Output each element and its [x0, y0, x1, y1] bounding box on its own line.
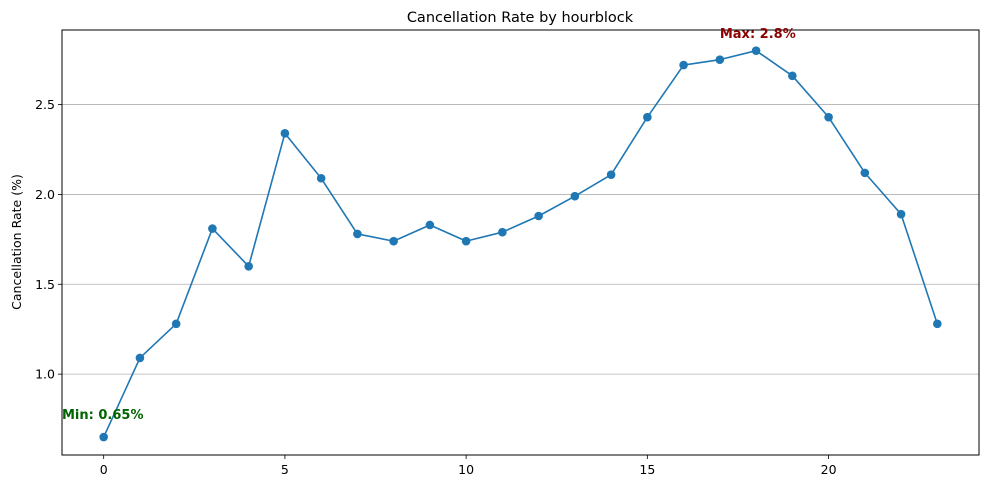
data-point — [208, 224, 217, 233]
data-point — [570, 191, 580, 201]
x-axis-ticks: 0 5 10 15 20 — [100, 455, 837, 477]
data-point — [171, 319, 181, 329]
x-tick-label: 0 — [100, 462, 108, 477]
y-tick-label: 2.0 — [35, 187, 55, 202]
data-point — [679, 60, 688, 70]
data-point — [824, 112, 833, 122]
y-tick-label: 1.5 — [35, 277, 55, 292]
annotations: Max: 2.8% Min: 0.65% — [62, 27, 796, 423]
series-line-layer — [102, 49, 939, 438]
data-point — [425, 220, 435, 230]
data-point — [933, 319, 942, 329]
data-point — [316, 173, 326, 183]
data-point — [715, 55, 725, 64]
data-point — [353, 229, 362, 239]
data-points — [99, 46, 942, 442]
data-point — [860, 168, 870, 178]
data-point — [280, 129, 290, 138]
x-tick-label: 5 — [281, 462, 289, 477]
data-point — [788, 71, 797, 81]
data-point — [896, 209, 906, 219]
annotation-label: Min: 0.65% — [62, 408, 143, 423]
data-point — [534, 211, 543, 221]
data-point — [606, 170, 616, 179]
data-point — [389, 236, 398, 246]
data-point — [643, 112, 652, 122]
data-point — [99, 432, 108, 442]
data-point — [244, 262, 253, 271]
series-line — [102, 49, 939, 438]
annotation-label: Max: 2.8% — [720, 27, 796, 42]
y-tick-label: 1.0 — [35, 367, 55, 382]
x-tick-label: 20 — [821, 462, 837, 477]
plot-frame — [61, 29, 980, 456]
data-point — [498, 227, 507, 237]
y-axis-label: Cancellation Rate (%) — [9, 174, 24, 310]
data-point — [751, 46, 761, 55]
chart-title: Cancellation Rate by hourblock — [407, 10, 634, 26]
data-point — [461, 236, 471, 246]
y-axis-ticks: 1.0 1.5 2.0 2.5 — [35, 97, 62, 382]
x-tick-label: 15 — [639, 462, 655, 477]
y-tick-label: 2.5 — [35, 97, 55, 112]
x-tick-label: 10 — [458, 462, 474, 477]
grid-lines — [62, 104, 979, 375]
data-point — [135, 353, 145, 363]
